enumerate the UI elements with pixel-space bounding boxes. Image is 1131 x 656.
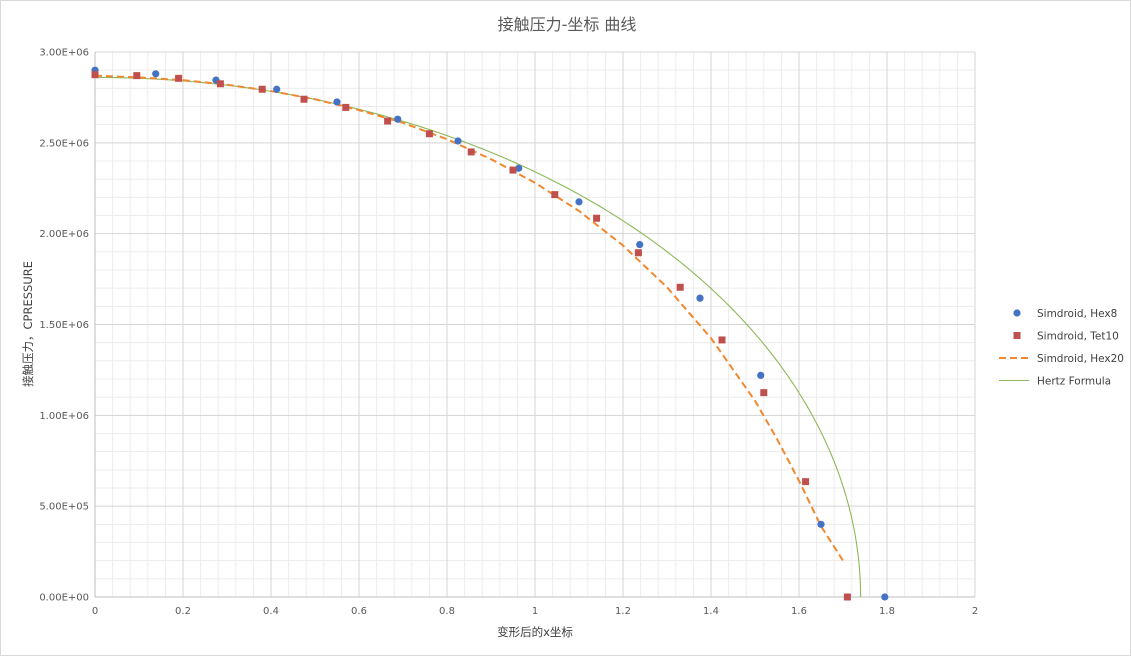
legend-label: Hertz Formula	[1037, 375, 1111, 387]
tet10-point	[760, 389, 768, 397]
hex8-point	[394, 115, 402, 123]
tet10-point	[802, 478, 810, 486]
hex8-point	[273, 85, 281, 93]
tet10-point	[843, 593, 851, 601]
y-tick-label: 1.50E+06	[39, 320, 89, 331]
x-tick-label: 0	[92, 606, 98, 617]
x-tick-label: 0.4	[263, 606, 279, 617]
tet10-point	[91, 71, 99, 79]
tet10-point	[175, 74, 183, 82]
y-tick-label: 2.50E+06	[39, 138, 89, 149]
legend-item: Simdroid, Hex8	[1013, 308, 1117, 320]
hex8-point	[152, 70, 160, 78]
hex8-point	[636, 240, 644, 249]
hex8-point	[333, 98, 341, 106]
tet10-point	[133, 72, 141, 80]
y-tick-label: 3.00E+06	[39, 48, 89, 59]
x-tick-label: 1.6	[791, 606, 807, 617]
legend-item: Hertz Formula	[999, 375, 1111, 387]
legend-label: Simdroid, Tet10	[1037, 330, 1119, 342]
tet10-point	[718, 336, 726, 344]
chart-title: 接触压力-坐标 曲线	[498, 15, 637, 34]
tet10-point	[300, 95, 308, 103]
legend-label: Simdroid, Hex20	[1037, 353, 1124, 365]
tet10-point	[258, 85, 266, 93]
x-tick-label: 1.4	[703, 606, 719, 617]
x-tick-label: 1.8	[879, 606, 895, 617]
y-tick-label: 0.00E+00	[39, 593, 89, 604]
hex8-point	[881, 593, 889, 601]
y-axis-label: 接触压力，CPRESSURE	[21, 261, 35, 387]
tet10-point	[425, 130, 433, 138]
tet10-point	[509, 166, 517, 174]
tet10-point	[216, 80, 224, 88]
x-tick-label: 0.8	[439, 606, 455, 617]
legend-label: Simdroid, Hex8	[1037, 308, 1117, 320]
x-tick-label: 0.6	[351, 606, 367, 617]
legend-swatch	[1013, 332, 1021, 339]
tet10-point	[593, 214, 601, 222]
y-tick-label: 5.00E+05	[39, 502, 89, 513]
tet10-point	[551, 191, 559, 199]
series-simdroid-tet10	[91, 71, 851, 601]
hex8-point	[575, 198, 583, 206]
x-tick-label: 1.2	[615, 606, 631, 617]
x-tick-label: 0.2	[175, 606, 191, 617]
legend-item: Simdroid, Hex20	[999, 353, 1124, 365]
hex8-point	[757, 371, 765, 379]
x-tick-label: 2	[972, 606, 978, 617]
x-axis-label: 变形后的x坐标	[497, 625, 573, 639]
hex8-point	[515, 164, 523, 172]
legend-item: Simdroid, Tet10	[1013, 330, 1119, 342]
tet10-point	[634, 249, 642, 257]
hex8-point	[696, 294, 704, 302]
series-simdroid-hex8	[91, 66, 889, 601]
legend: Simdroid, Hex8 Simdroid, Tet10 Simdroid, H…	[999, 308, 1124, 387]
legend-swatch	[1013, 309, 1021, 317]
tet10-point	[384, 117, 392, 125]
hex8-point	[454, 137, 462, 145]
y-tick-label: 2.00E+06	[39, 229, 89, 240]
x-tick-label: 1	[532, 606, 538, 617]
tet10-point	[342, 103, 350, 111]
tet10-point	[676, 283, 684, 291]
y-tick-label: 1.00E+06	[39, 411, 89, 422]
tet10-point	[467, 148, 475, 156]
hex8-point	[817, 520, 825, 528]
